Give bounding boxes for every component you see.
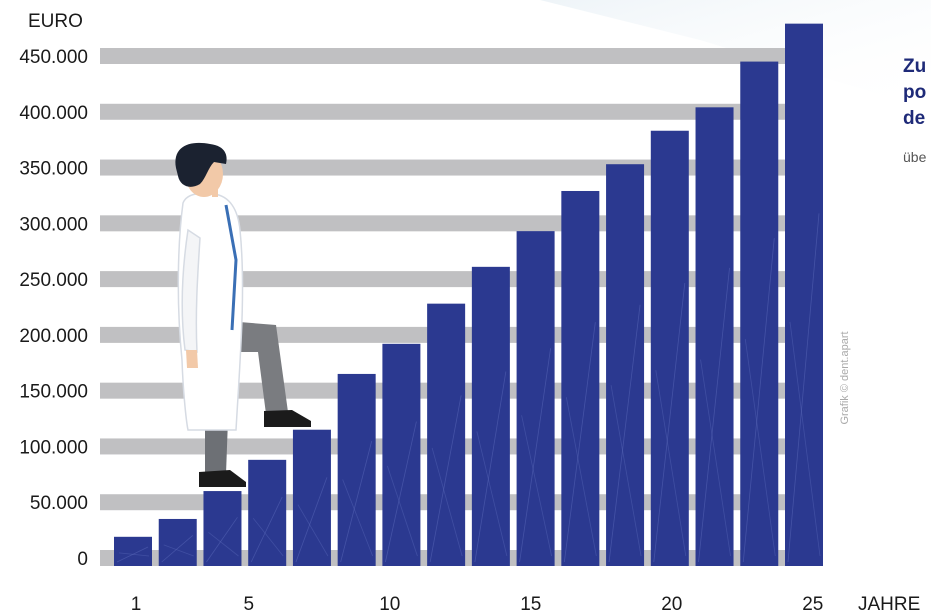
bar-facet-line xyxy=(161,535,193,563)
bar-facet-line xyxy=(610,385,642,557)
y-tick-label: 200.000 xyxy=(19,326,88,347)
bars xyxy=(114,23,823,567)
y-tick-label: 50.000 xyxy=(30,493,88,514)
dentist-illustration xyxy=(175,142,311,487)
bar-rect xyxy=(382,343,421,566)
bar-facet-line xyxy=(742,238,775,563)
bar-facet-line xyxy=(787,213,820,563)
side-heading-line-1: Zu xyxy=(903,56,927,77)
bar-rect xyxy=(114,536,152,566)
x-tick-label: 25 xyxy=(802,594,823,614)
bar-facet-line xyxy=(431,447,463,557)
bar-rect xyxy=(650,130,689,566)
bar-rect xyxy=(561,190,600,566)
bar-facet-line xyxy=(118,552,150,557)
bar-facet-line xyxy=(476,431,508,557)
x-tick-label: 5 xyxy=(244,594,255,614)
y-axis-label: EURO xyxy=(28,11,83,32)
y-axis-ticks: 0 50.000 100.000 150.000 200.000 250.000 300.0… xyxy=(19,47,88,570)
bar-facet-line xyxy=(206,517,238,563)
bar-facet-line xyxy=(563,322,596,563)
x-tick-label: 20 xyxy=(661,594,682,614)
bar-rect xyxy=(203,491,242,566)
bar-facet-line xyxy=(208,531,239,557)
gridline-400.000 xyxy=(100,103,823,120)
bar-facet-line xyxy=(789,321,821,557)
bar-facet-line xyxy=(700,359,731,557)
bar xyxy=(158,518,197,566)
bar xyxy=(471,266,510,566)
bar xyxy=(695,107,734,566)
bar-facet-line xyxy=(698,267,730,563)
bar-facet-line xyxy=(250,496,283,563)
x-tick-label: 1 xyxy=(131,594,142,614)
x-axis-label: JAHRE xyxy=(858,594,920,614)
bar xyxy=(337,373,376,566)
bar-rect xyxy=(158,518,197,566)
bar xyxy=(114,536,152,566)
bar-rect xyxy=(606,164,645,566)
bar xyxy=(740,61,779,566)
bar-facet-line xyxy=(653,283,686,563)
x-tick-label: 10 xyxy=(379,594,400,614)
bar-facet-line xyxy=(608,304,641,563)
bar-rect xyxy=(695,107,734,566)
bar xyxy=(785,23,823,567)
x-axis-ticks: 1 5 10 15 20 25 xyxy=(131,594,824,614)
bar-facet-line xyxy=(387,465,418,557)
bar-facet-line xyxy=(295,477,328,563)
gridline-450.000 xyxy=(100,48,823,64)
bar-facet-line xyxy=(385,421,417,563)
y-tick-label: 150.000 xyxy=(19,382,88,403)
bar-rect xyxy=(785,23,823,567)
bar-facet-line xyxy=(744,338,776,557)
bar-facet-line xyxy=(252,517,284,557)
y-tick-label: 100.000 xyxy=(19,437,88,458)
y-tick-label: 350.000 xyxy=(19,159,88,180)
bar-facet-line xyxy=(429,395,462,563)
bar-facet-line xyxy=(519,348,551,563)
bar-rect xyxy=(248,459,287,566)
bar xyxy=(382,343,421,566)
y-tick-label: 300.000 xyxy=(19,214,88,235)
bar xyxy=(427,303,466,566)
bar-rect xyxy=(292,429,331,566)
bar-rect xyxy=(516,231,555,567)
x-tick-label: 15 xyxy=(520,594,541,614)
bar-facet-line xyxy=(342,479,374,557)
bar xyxy=(561,190,600,566)
bar-facet-line xyxy=(297,504,329,557)
side-heading-line-3: de xyxy=(903,108,926,129)
credit-label: Grafik © dent.apart xyxy=(839,331,851,425)
bar xyxy=(248,459,287,566)
bar-rect xyxy=(740,61,779,566)
y-tick-label: 250.000 xyxy=(19,270,88,291)
bar-rect xyxy=(427,303,466,566)
side-heading-line-2: po xyxy=(903,82,927,103)
bar-rect xyxy=(471,266,510,566)
bar-facet-line xyxy=(565,397,597,557)
bar-rect xyxy=(337,373,376,566)
y-tick-label: 0 xyxy=(77,549,88,570)
bar xyxy=(516,231,555,567)
bar-facet-line xyxy=(340,441,373,563)
side-subtext: übe xyxy=(903,149,927,165)
bar xyxy=(606,164,645,566)
bar-facet-line xyxy=(655,370,687,557)
y-tick-label: 450.000 xyxy=(19,47,88,68)
bar xyxy=(203,491,242,566)
y-tick-label: 400.000 xyxy=(19,103,88,124)
bar-facet-line xyxy=(521,415,552,557)
bar xyxy=(650,130,689,566)
bar xyxy=(292,429,331,566)
bar-facet-line xyxy=(116,546,149,563)
bar-facet-line xyxy=(474,371,507,563)
bar-facet-line xyxy=(163,544,194,557)
side-panel: Zu po de übe xyxy=(903,54,931,168)
